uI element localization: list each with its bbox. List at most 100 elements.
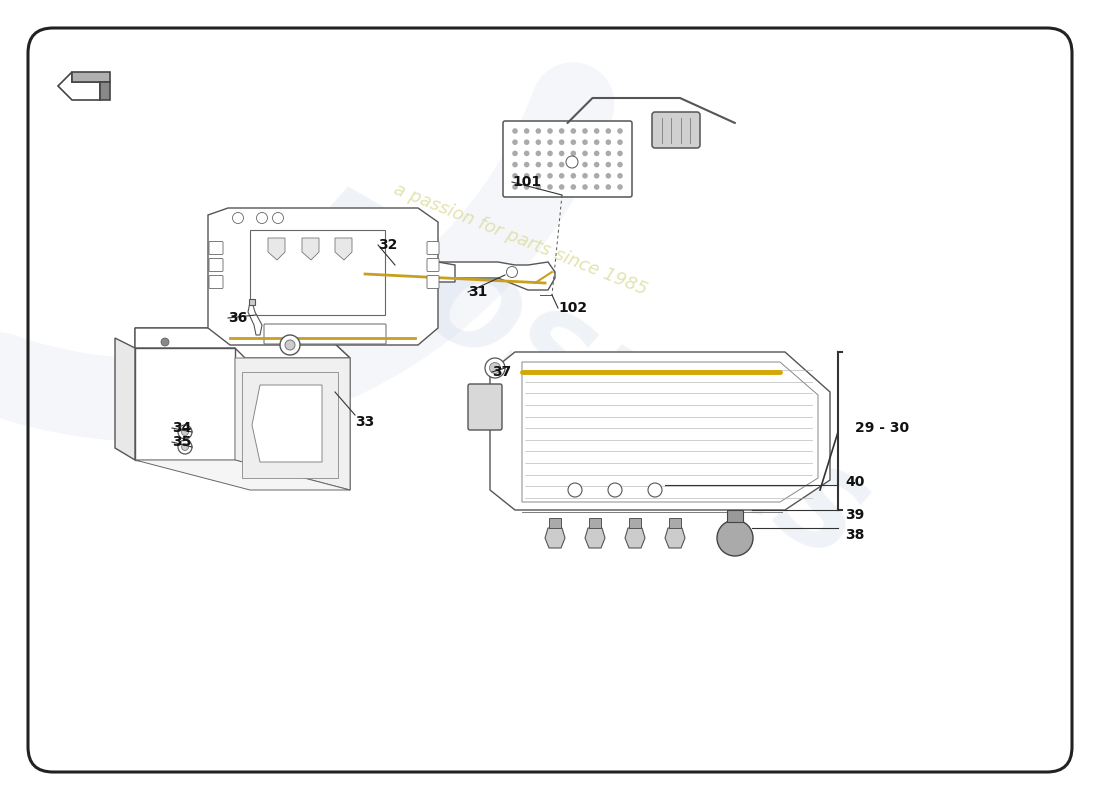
Polygon shape [490, 352, 830, 510]
Circle shape [524, 162, 529, 167]
Circle shape [178, 425, 192, 439]
Circle shape [547, 128, 553, 134]
Circle shape [524, 139, 529, 145]
Circle shape [582, 162, 587, 167]
FancyBboxPatch shape [249, 299, 254, 305]
Circle shape [605, 184, 612, 190]
Circle shape [594, 139, 600, 145]
Text: 29 - 30: 29 - 30 [855, 421, 909, 435]
Circle shape [582, 173, 587, 178]
Circle shape [648, 483, 662, 497]
Circle shape [485, 358, 505, 378]
Polygon shape [250, 230, 385, 315]
Circle shape [605, 150, 612, 156]
Circle shape [536, 173, 541, 178]
Circle shape [513, 139, 518, 145]
Text: 40: 40 [845, 475, 865, 489]
Circle shape [605, 173, 612, 178]
FancyBboxPatch shape [468, 384, 502, 430]
Polygon shape [522, 362, 818, 502]
Circle shape [617, 184, 623, 190]
FancyBboxPatch shape [427, 275, 439, 289]
Circle shape [717, 520, 754, 556]
FancyBboxPatch shape [588, 518, 601, 528]
Circle shape [571, 184, 576, 190]
Circle shape [594, 128, 600, 134]
Circle shape [513, 128, 518, 134]
Circle shape [559, 128, 564, 134]
Text: 102: 102 [558, 301, 587, 315]
Circle shape [280, 335, 300, 355]
Polygon shape [135, 328, 350, 490]
Circle shape [582, 150, 587, 156]
Circle shape [617, 139, 623, 145]
Circle shape [571, 173, 576, 178]
Circle shape [617, 150, 623, 156]
Circle shape [256, 213, 267, 223]
Circle shape [536, 184, 541, 190]
Polygon shape [585, 528, 605, 548]
Circle shape [608, 483, 622, 497]
FancyBboxPatch shape [652, 112, 700, 148]
Polygon shape [135, 460, 350, 490]
Polygon shape [666, 528, 685, 548]
Circle shape [178, 440, 192, 454]
FancyBboxPatch shape [209, 275, 223, 289]
FancyBboxPatch shape [669, 518, 681, 528]
Circle shape [536, 162, 541, 167]
Polygon shape [72, 72, 110, 82]
Circle shape [536, 128, 541, 134]
Polygon shape [336, 238, 352, 260]
Circle shape [232, 213, 243, 223]
Circle shape [524, 173, 529, 178]
Circle shape [559, 162, 564, 167]
Circle shape [182, 429, 188, 435]
Text: 33: 33 [355, 415, 374, 429]
Circle shape [617, 173, 623, 178]
Text: 31: 31 [468, 285, 487, 299]
Polygon shape [248, 302, 262, 335]
Text: ELOSPECS: ELOSPECS [279, 176, 880, 584]
Circle shape [559, 173, 564, 178]
Circle shape [506, 266, 517, 278]
Polygon shape [625, 528, 645, 548]
Circle shape [559, 184, 564, 190]
FancyBboxPatch shape [264, 324, 386, 344]
Circle shape [594, 184, 600, 190]
Circle shape [571, 139, 576, 145]
Polygon shape [544, 528, 565, 548]
Circle shape [559, 139, 564, 145]
FancyBboxPatch shape [209, 258, 223, 271]
Text: 36: 36 [228, 311, 248, 325]
Circle shape [536, 139, 541, 145]
Polygon shape [268, 238, 285, 260]
Polygon shape [302, 238, 319, 260]
Circle shape [547, 162, 553, 167]
Circle shape [273, 213, 284, 223]
Circle shape [513, 184, 518, 190]
Text: 37: 37 [492, 365, 512, 379]
Circle shape [571, 128, 576, 134]
Circle shape [568, 483, 582, 497]
Circle shape [547, 173, 553, 178]
Circle shape [161, 338, 169, 346]
Circle shape [182, 443, 188, 450]
Polygon shape [135, 328, 350, 358]
FancyBboxPatch shape [549, 518, 561, 528]
Circle shape [571, 150, 576, 156]
Text: a passion for parts since 1985: a passion for parts since 1985 [390, 181, 649, 299]
Circle shape [513, 173, 518, 178]
Circle shape [513, 150, 518, 156]
Circle shape [594, 173, 600, 178]
Polygon shape [116, 338, 135, 460]
Polygon shape [252, 385, 322, 462]
Circle shape [617, 162, 623, 167]
FancyBboxPatch shape [629, 518, 641, 528]
Circle shape [285, 340, 295, 350]
Circle shape [547, 150, 553, 156]
Circle shape [605, 128, 612, 134]
Circle shape [547, 139, 553, 145]
Polygon shape [135, 348, 235, 460]
FancyBboxPatch shape [503, 121, 632, 197]
Polygon shape [208, 208, 455, 345]
